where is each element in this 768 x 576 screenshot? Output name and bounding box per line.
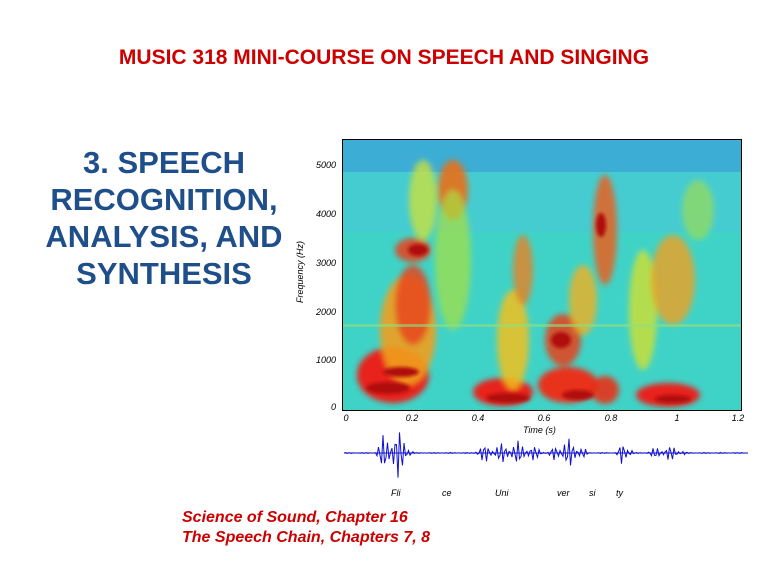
x-tick-label: 0.8 [604, 413, 618, 423]
reference-line: Science of Sound, Chapter 16 [182, 509, 408, 526]
slide-title: MUSIC 318 MINI-COURSE ON SPEECH AND SING… [118, 46, 650, 69]
spectrogram-image [343, 140, 741, 407]
spectrogram-figure: Frequency (Hz) 5000 4000 3000 2000 1000 … [295, 132, 758, 502]
y-tick-label: 3000 [315, 258, 336, 268]
x-tick-label: 1 [674, 413, 680, 423]
y-tick-label: 2000 [315, 307, 336, 317]
syllable-label: ver [557, 488, 570, 498]
x-axis-label: Time (s) [523, 425, 556, 435]
x-tick-label: 0.4 [471, 413, 485, 423]
y-tick-label: 1000 [315, 355, 336, 365]
x-tick-label: 0 [343, 413, 349, 423]
heading-line: ANALYSIS, AND [45, 219, 283, 254]
y-tick-label: 5000 [315, 160, 336, 170]
syllable-label: Fli [391, 488, 401, 498]
syllable-label: Uni [495, 488, 509, 498]
lecture-heading: 3. SPEECH RECOGNITION, ANALYSIS, AND SYN… [22, 144, 306, 292]
y-tick-label: 0 [330, 402, 336, 412]
spectrogram-plot [342, 139, 742, 411]
syllable-label: ce [442, 488, 452, 498]
syllable-label: si [589, 488, 596, 498]
syllable-label: ty [616, 488, 624, 498]
y-tick-label: 4000 [315, 209, 336, 219]
heading-line: SYNTHESIS [76, 256, 252, 291]
x-tick-label: 0.6 [537, 413, 551, 423]
x-tick-label: 0.2 [405, 413, 419, 423]
reference-line: The Speech Chain, Chapters 7, 8 [182, 529, 431, 546]
references: Science of Sound, Chapter 16 The Speech … [182, 508, 430, 548]
heading-line: 3. SPEECH [83, 145, 245, 180]
y-axis-label: Frequency (Hz) [295, 241, 305, 304]
waveform [344, 432, 748, 478]
heading-line: RECOGNITION, [50, 182, 278, 217]
x-tick-label: 1.2 [731, 413, 745, 423]
